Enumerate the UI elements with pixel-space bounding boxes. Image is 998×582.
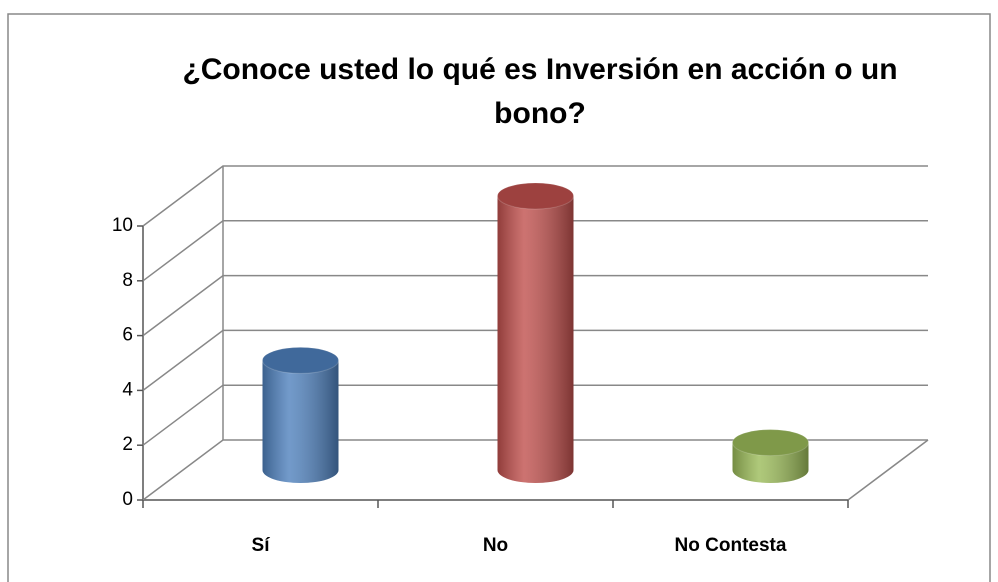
bar	[732, 429, 809, 483]
y-tick-label: 0	[122, 489, 133, 510]
grid-line	[142, 274, 928, 337]
bar	[262, 346, 339, 483]
x-tick-label: Sí	[252, 535, 271, 556]
grid-line	[142, 384, 928, 446]
grid-line	[142, 329, 928, 391]
floor-edge	[847, 439, 929, 501]
y-tick-label: 2	[122, 434, 133, 455]
bar	[497, 182, 574, 483]
bar-part	[732, 429, 809, 457]
bar-part	[497, 182, 574, 210]
bar-part	[262, 360, 339, 483]
y-tick-label: 8	[122, 270, 133, 291]
grid-line	[142, 165, 928, 227]
x-tick-label: No	[483, 535, 508, 556]
grid-line	[142, 439, 928, 501]
chart-title: ¿Conoce usted lo qué es Inversión en acc…	[182, 53, 898, 130]
grid-line	[142, 220, 928, 282]
bar-part	[497, 196, 574, 483]
y-tick-label: 10	[112, 215, 133, 236]
bar-part	[262, 346, 339, 374]
y-tick-label: 4	[122, 379, 133, 400]
bar-part	[497, 183, 574, 209]
bar-part	[262, 347, 339, 374]
y-tick-label: 6	[122, 325, 133, 346]
bar-part	[732, 429, 809, 456]
x-tick-label: No Contesta	[675, 535, 787, 556]
